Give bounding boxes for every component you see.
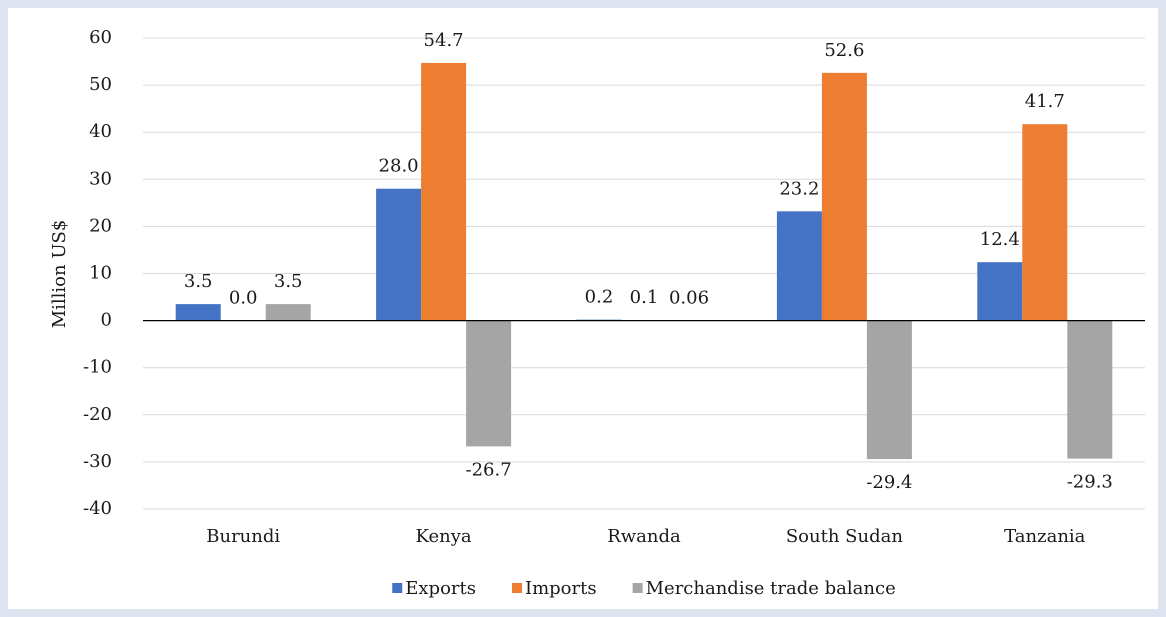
value-label: 54.7 xyxy=(424,30,464,51)
legend-swatch xyxy=(392,583,403,593)
bar xyxy=(866,320,912,460)
legend-swatch xyxy=(632,583,643,593)
y-tick-label: 60 xyxy=(89,27,112,48)
value-label: -29.4 xyxy=(866,472,912,493)
value-label: 12.4 xyxy=(980,229,1020,250)
value-label: 0.06 xyxy=(669,287,709,308)
y-tick-label: 20 xyxy=(89,215,112,236)
bar xyxy=(1067,320,1113,459)
value-label: 23.2 xyxy=(779,178,819,199)
bar xyxy=(175,304,221,321)
y-tick-label: -40 xyxy=(83,498,112,519)
y-tick-label: -10 xyxy=(83,357,112,378)
x-tick-label: South Sudan xyxy=(786,526,903,547)
legend-label: Exports xyxy=(405,578,476,599)
bar xyxy=(977,262,1023,321)
value-label: -29.3 xyxy=(1067,472,1113,493)
bar xyxy=(776,211,822,321)
y-tick-label: 50 xyxy=(89,74,112,95)
value-label: 0.0 xyxy=(229,288,258,309)
legend-label: Merchandise trade balance xyxy=(646,578,896,599)
x-tick-label: Burundi xyxy=(206,526,280,547)
y-tick-label: -20 xyxy=(83,404,112,425)
y-tick-label: 0 xyxy=(101,310,112,331)
y-tick-label: -30 xyxy=(83,451,112,472)
bar xyxy=(265,304,311,321)
bar xyxy=(1022,124,1068,321)
x-tick-label: Rwanda xyxy=(607,526,681,547)
y-axis-title: Million US$ xyxy=(49,220,70,329)
bar xyxy=(821,72,867,321)
value-label: 52.6 xyxy=(824,40,864,61)
bar xyxy=(421,62,467,321)
legend-label: Imports xyxy=(525,578,597,599)
value-label: 3.5 xyxy=(274,271,303,292)
y-tick-label: 40 xyxy=(89,121,112,142)
value-label: 0.1 xyxy=(630,287,659,308)
bar xyxy=(466,320,512,447)
bar xyxy=(376,188,422,321)
y-tick-label: 10 xyxy=(89,263,112,284)
value-label: 0.2 xyxy=(585,287,614,308)
x-tick-label: Tanzania xyxy=(1004,526,1085,547)
y-tick-label: 30 xyxy=(89,168,112,189)
x-tick-label: Kenya xyxy=(416,526,472,547)
value-label: -26.7 xyxy=(466,459,512,480)
legend-swatch xyxy=(511,583,522,593)
value-label: 41.7 xyxy=(1025,91,1065,112)
value-label: 28.0 xyxy=(379,156,419,177)
value-label: 3.5 xyxy=(184,271,213,292)
